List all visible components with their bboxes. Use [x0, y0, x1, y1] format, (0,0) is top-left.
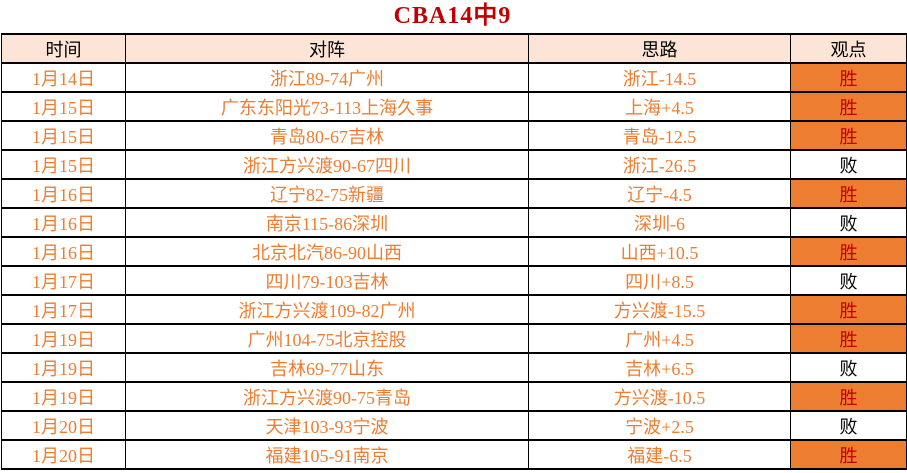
result-cell: 胜 [790, 91, 907, 122]
date-cell: 1月16日 [1, 207, 126, 238]
column-header-pick: 思路 [528, 33, 791, 64]
pick-cell: 浙江-26.5 [528, 149, 791, 180]
table-row: 1月20日 福建105-91南京 福建-6.5 胜 [1, 439, 907, 470]
pick-cell: 辽宁-4.5 [528, 178, 791, 209]
date-cell: 1月15日 [1, 91, 126, 122]
match-cell: 天津103-93宁波 [125, 410, 529, 441]
result-cell: 胜 [790, 178, 907, 209]
result-cell: 胜 [790, 439, 907, 470]
match-cell: 吉林69-77山东 [125, 352, 529, 383]
pick-cell: 福建-6.5 [528, 439, 791, 470]
date-cell: 1月17日 [1, 294, 126, 325]
match-cell: 广东东阳光73-113上海久事 [125, 91, 529, 122]
date-cell: 1月19日 [1, 381, 126, 412]
date-cell: 1月16日 [1, 236, 126, 267]
result-cell: 败 [790, 149, 907, 180]
match-cell: 青岛80-67吉林 [125, 120, 529, 151]
match-cell: 福建105-91南京 [125, 439, 529, 470]
match-cell: 北京北汽86-90山西 [125, 236, 529, 267]
date-cell: 1月19日 [1, 323, 126, 354]
result-cell: 胜 [790, 294, 907, 325]
pick-cell: 方兴渡-15.5 [528, 294, 791, 325]
date-cell: 1月14日 [1, 62, 126, 93]
table-row: 1月20日 天津103-93宁波 宁波+2.5 败 [1, 410, 907, 441]
match-cell: 四川79-103吉林 [125, 265, 529, 296]
date-cell: 1月15日 [1, 120, 126, 151]
result-cell: 胜 [790, 381, 907, 412]
table-body: 1月14日 浙江89-74广州 浙江-14.5 胜 1月15日 广东东阳光73-113上海… [1, 62, 907, 470]
pick-cell: 方兴渡-10.5 [528, 381, 791, 412]
pick-cell: 广州+4.5 [528, 323, 791, 354]
match-cell: 浙江方兴渡90-75青岛 [125, 381, 529, 412]
result-cell: 胜 [790, 62, 907, 93]
date-cell: 1月17日 [1, 265, 126, 296]
table-row: 1月15日 浙江方兴渡90-67四川 浙江-26.5 败 [1, 149, 907, 180]
pick-cell: 宁波+2.5 [528, 410, 791, 441]
header-row: 时间 对阵 思路 观点 [1, 33, 907, 64]
pick-cell: 浙江-14.5 [528, 62, 791, 93]
match-cell: 南京115-86深圳 [125, 207, 529, 238]
table-row: 1月19日 广州104-75北京控股 广州+4.5 胜 [1, 323, 907, 354]
pick-cell: 青岛-12.5 [528, 120, 791, 151]
result-cell: 胜 [790, 120, 907, 151]
date-cell: 1月19日 [1, 352, 126, 383]
results-table: 时间 对阵 思路 观点 1月14日 浙江89-74广州 浙江-14.5 胜 1月15日广… [1, 33, 907, 470]
table-row: 1月17日 四川79-103吉林 四川+8.5 败 [1, 265, 907, 296]
date-cell: 1月16日 [1, 178, 126, 209]
match-cell: 浙江89-74广州 [125, 62, 529, 93]
table-row: 1月16日 北京北汽86-90山西 山西+10.5 胜 [1, 236, 907, 267]
match-cell: 浙江方兴渡109-82广州 [125, 294, 529, 325]
table-row: 1月17日 浙江方兴渡109-82广州 方兴渡-15.5 胜 [1, 294, 907, 325]
page-title: CBA14中9 [393, 3, 512, 29]
pick-cell: 四川+8.5 [528, 265, 791, 296]
table-row: 1月15日 青岛80-67吉林 青岛-12.5 胜 [1, 120, 907, 151]
date-cell: 1月15日 [1, 149, 126, 180]
pick-cell: 吉林+6.5 [528, 352, 791, 383]
pick-cell: 上海+4.5 [528, 91, 791, 122]
column-header-result: 观点 [790, 33, 907, 64]
match-cell: 广州104-75北京控股 [125, 323, 529, 354]
pick-cell: 山西+10.5 [528, 236, 791, 267]
pick-cell: 深圳-6 [528, 207, 791, 238]
date-cell: 1月20日 [1, 439, 126, 470]
result-cell: 胜 [790, 236, 907, 267]
table-row: 1月16日 南京115-86深圳 深圳-6 败 [1, 207, 907, 238]
result-cell: 胜 [790, 323, 907, 354]
result-cell: 败 [790, 207, 907, 238]
column-header-time: 时间 [1, 33, 126, 64]
match-cell: 辽宁82-75新疆 [125, 178, 529, 209]
table-row: 1月19日 浙江方兴渡90-75青岛 方兴渡-10.5 胜 [1, 381, 907, 412]
date-cell: 1月20日 [1, 410, 126, 441]
result-cell: 败 [790, 410, 907, 441]
table-row: 1月15日 广东东阳光73-113上海久事 上海+4.5 胜 [1, 91, 907, 122]
column-header-match: 对阵 [125, 33, 529, 64]
result-cell: 败 [790, 265, 907, 296]
match-cell: 浙江方兴渡90-67四川 [125, 149, 529, 180]
result-cell: 败 [790, 352, 907, 383]
table-row: 1月19日 吉林69-77山东 吉林+6.5 败 [1, 352, 907, 383]
table-row: 1月16日 辽宁82-75新疆 辽宁-4.5 胜 [1, 178, 907, 209]
table-row: 1月14日 浙江89-74广州 浙江-14.5 胜 [1, 62, 907, 93]
